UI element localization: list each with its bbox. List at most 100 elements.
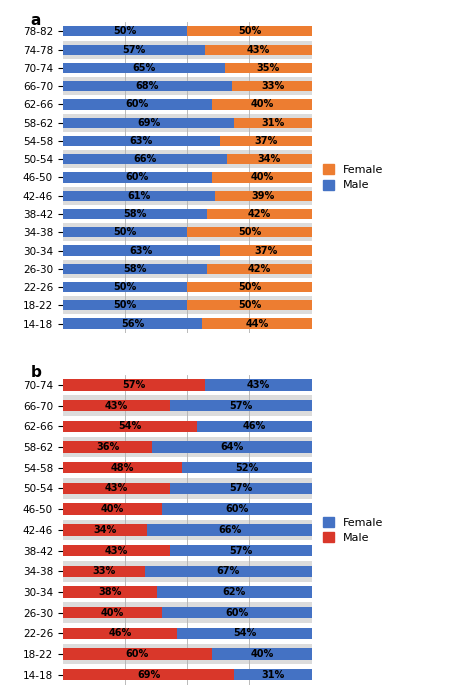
Text: 66%: 66% (218, 525, 241, 535)
Text: 57%: 57% (229, 545, 252, 556)
Bar (63, 607, 162, 618)
Text: 38%: 38% (98, 587, 122, 597)
Text: 50%: 50% (113, 300, 137, 310)
Bar (63, 400, 170, 412)
Bar (63, 154, 227, 164)
Bar (63, 421, 197, 432)
Text: 46%: 46% (109, 629, 132, 638)
Text: 40%: 40% (250, 99, 273, 109)
Bar (63, 296, 311, 314)
Bar (63, 483, 170, 494)
Bar (215, 190, 311, 201)
Bar (63, 648, 212, 659)
Bar (170, 400, 311, 412)
Bar (63, 623, 311, 643)
Text: 61%: 61% (127, 190, 150, 201)
Text: 65%: 65% (132, 63, 155, 73)
Bar (63, 374, 311, 395)
Bar (63, 300, 187, 310)
Text: 50%: 50% (238, 300, 261, 310)
Bar (63, 118, 235, 128)
Bar (187, 300, 311, 310)
Text: 50%: 50% (238, 282, 261, 292)
Bar (63, 278, 311, 296)
Bar (63, 561, 311, 582)
Bar (63, 545, 170, 556)
Text: b: b (30, 365, 41, 380)
Text: 60%: 60% (225, 608, 248, 617)
Bar (63, 22, 311, 41)
Bar (63, 282, 187, 292)
Text: 67%: 67% (217, 566, 240, 576)
Bar (63, 437, 311, 458)
Bar (63, 77, 311, 95)
Text: 34%: 34% (93, 525, 117, 535)
Bar (63, 586, 157, 598)
Text: 60%: 60% (126, 649, 149, 659)
Bar (157, 586, 311, 598)
Text: 40%: 40% (101, 504, 124, 514)
Text: 60%: 60% (126, 172, 149, 183)
Bar (63, 264, 207, 274)
Bar (63, 187, 311, 205)
Bar (63, 136, 219, 146)
Bar (63, 462, 182, 473)
Text: 50%: 50% (238, 27, 261, 36)
Text: 42%: 42% (248, 209, 271, 219)
Bar (187, 282, 311, 292)
Bar (170, 545, 311, 556)
Bar (63, 228, 187, 237)
Text: 46%: 46% (243, 421, 266, 431)
Text: 36%: 36% (96, 442, 119, 452)
Bar (219, 246, 311, 256)
Bar (63, 223, 311, 242)
Bar (63, 190, 215, 201)
Bar (63, 205, 311, 223)
Text: 40%: 40% (101, 608, 124, 617)
Text: 50%: 50% (113, 282, 137, 292)
Text: 31%: 31% (262, 670, 285, 680)
Text: 50%: 50% (113, 27, 137, 36)
Text: 69%: 69% (137, 670, 160, 680)
Bar (205, 379, 311, 391)
Bar (145, 566, 311, 577)
Bar (63, 478, 311, 499)
Text: 42%: 42% (248, 264, 271, 274)
Bar (170, 483, 311, 494)
Bar (63, 113, 311, 132)
Bar (63, 95, 311, 113)
Text: 63%: 63% (129, 136, 153, 146)
Bar (212, 99, 311, 109)
Bar (235, 118, 311, 128)
Text: 40%: 40% (250, 649, 273, 659)
Text: 58%: 58% (123, 209, 146, 219)
Text: 40%: 40% (250, 172, 273, 183)
Text: 54%: 54% (233, 629, 256, 638)
Bar (63, 643, 311, 664)
Text: 52%: 52% (235, 463, 258, 473)
Bar (63, 169, 311, 187)
Bar (227, 154, 311, 164)
Bar (177, 628, 311, 639)
Bar (63, 379, 205, 391)
Text: 37%: 37% (254, 136, 277, 146)
Bar (63, 45, 205, 55)
Bar (63, 132, 311, 150)
Text: 57%: 57% (122, 45, 146, 55)
Bar (63, 628, 177, 639)
Text: 43%: 43% (105, 400, 128, 411)
Bar (162, 503, 311, 515)
Text: 43%: 43% (105, 545, 128, 556)
Bar (219, 136, 311, 146)
Bar (63, 260, 311, 278)
Bar (205, 45, 311, 55)
Text: 56%: 56% (121, 318, 144, 328)
Bar (63, 669, 235, 680)
Bar (235, 669, 311, 680)
Text: 66%: 66% (133, 154, 156, 164)
Text: 60%: 60% (225, 504, 248, 514)
Bar (63, 172, 212, 183)
Bar (187, 27, 311, 36)
Bar (225, 63, 311, 73)
Bar (63, 27, 187, 36)
